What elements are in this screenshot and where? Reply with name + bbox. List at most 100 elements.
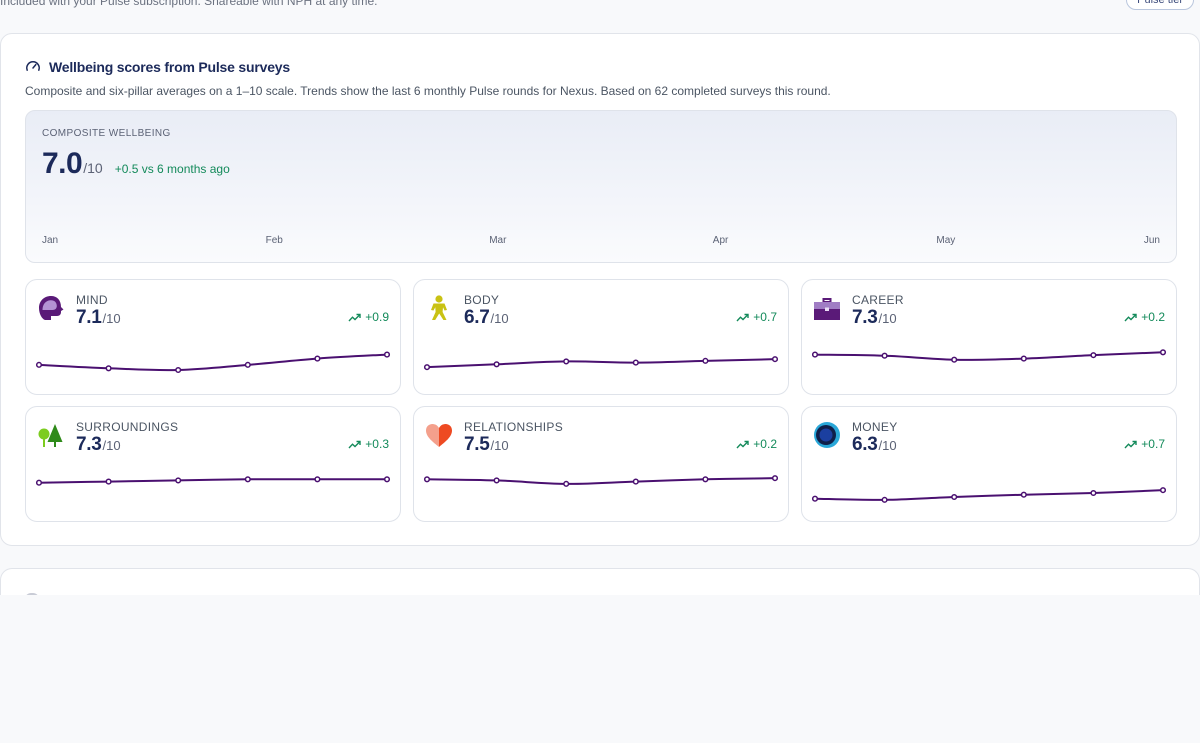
trend-point <box>423 364 431 371</box>
money-coin-icon <box>814 422 840 448</box>
trend-line <box>814 351 1164 361</box>
trend-point <box>423 476 431 483</box>
trend-point <box>383 476 391 483</box>
composite-denominator: /10 <box>83 160 103 176</box>
pillar-card-body[interactable]: BODY 6.7 /10 +0.7 <box>413 279 789 395</box>
pillar-denominator: /10 <box>102 311 121 326</box>
pillar-name: RELATIONSHIPS <box>464 420 564 434</box>
pillar-delta: +0.3 <box>348 437 389 451</box>
pillar-delta-value: +0.2 <box>753 437 777 451</box>
trend-point <box>563 480 570 487</box>
trend-line <box>814 489 1164 501</box>
pillar-card-relationships[interactable]: RELATIONSHIPS 7.5 /10 +0.2 <box>413 406 789 522</box>
month-label: Feb <box>265 235 283 246</box>
section-header: Wellbeing scores from Pulse surveys <box>25 59 290 75</box>
composite-label: COMPOSITE WELLBEING <box>42 128 171 139</box>
pillar-card-career[interactable]: CAREER 7.3 /10 +0.2 <box>801 279 1177 395</box>
trend-sparkline <box>811 487 1167 503</box>
trend-point <box>493 361 500 368</box>
subscription-note: Included with your Pulse subscription. S… <box>0 0 378 8</box>
pillar-card-surroundings[interactable]: SURROUNDINGS 7.3 /10 +0.3 <box>25 406 401 522</box>
trend-up-icon <box>736 313 749 321</box>
trend-point <box>35 479 43 486</box>
section-subtitle: Composite and six-pillar averages on a 1… <box>25 84 831 98</box>
pillar-delta: +0.9 <box>348 310 389 324</box>
trend-point <box>881 496 888 503</box>
trend-point <box>105 365 112 372</box>
pillar-score: 6.3 /10 <box>852 434 897 456</box>
pillar-value: 6.3 <box>852 434 878 455</box>
trend-point <box>1020 491 1027 498</box>
composite-score: 7.0 /10 +0.5 vs 6 months ago <box>42 147 230 181</box>
trend-point <box>563 358 570 365</box>
trend-point <box>702 476 709 483</box>
month-label: Apr <box>712 235 729 246</box>
mind-head-icon <box>39 296 64 320</box>
pillar-denominator: /10 <box>102 438 121 453</box>
trend-up-icon <box>1124 440 1137 448</box>
pillar-card-mind[interactable]: MIND 7.1 /10 +0.9 <box>25 279 401 395</box>
trend-point <box>702 357 709 364</box>
pillar-name: BODY <box>464 293 500 307</box>
trend-point <box>951 493 958 501</box>
trend-sparkline <box>35 351 391 374</box>
trend-line <box>38 478 387 484</box>
section-title: Wellbeing scores from Pulse surveys <box>49 59 290 75</box>
gauge-icon <box>26 61 40 71</box>
month-label: May <box>936 235 956 246</box>
pillar-value: 7.3 <box>76 434 102 455</box>
trend-up-icon <box>348 440 361 448</box>
trend-up-icon <box>1124 313 1137 321</box>
pillar-denominator: /10 <box>490 438 509 453</box>
pillar-delta-value: +0.7 <box>753 310 777 324</box>
trend-point <box>881 352 888 359</box>
next-section-icon <box>25 593 39 599</box>
trend-point <box>105 478 112 485</box>
pillar-value: 7.5 <box>464 434 490 455</box>
relationships-heart-icon <box>426 424 452 447</box>
trend-point <box>771 356 779 363</box>
tier-badge[interactable]: Pulse tier <box>1126 0 1194 10</box>
trend-point <box>1159 487 1167 494</box>
trend-point <box>632 359 639 366</box>
pillar-value: 7.1 <box>76 307 102 328</box>
pillar-value: 7.3 <box>852 307 878 328</box>
trend-point <box>244 476 251 483</box>
pillar-name: SURROUNDINGS <box>76 420 179 434</box>
pillar-value: 6.7 <box>464 307 490 328</box>
pillar-delta-value: +0.9 <box>365 310 389 324</box>
pillar-card-money[interactable]: MONEY 6.3 /10 +0.7 <box>801 406 1177 522</box>
pillar-delta: +0.2 <box>736 437 777 451</box>
pillar-denominator: /10 <box>878 438 897 453</box>
trend-sparkline <box>423 475 779 487</box>
trend-line <box>38 353 388 372</box>
trend-point <box>383 351 391 358</box>
pillar-name: MONEY <box>852 420 898 434</box>
pillar-name: MIND <box>76 293 108 307</box>
month-axis: Jan Feb Mar Apr May Jun <box>42 235 1160 249</box>
composite-delta: +0.5 vs 6 months ago <box>114 162 230 176</box>
pillar-delta: +0.7 <box>736 310 777 324</box>
pillar-denominator: /10 <box>490 311 509 326</box>
pillar-denominator: /10 <box>878 311 897 326</box>
career-briefcase-icon <box>814 298 840 320</box>
body-figure-icon <box>431 295 447 320</box>
pillar-score: 7.5 /10 <box>464 434 509 456</box>
trend-point <box>771 475 779 482</box>
trend-point <box>811 351 819 358</box>
pillar-delta: +0.2 <box>1124 310 1165 324</box>
month-label: Jun <box>1143 235 1160 246</box>
trend-sparkline <box>811 349 1167 363</box>
trend-point <box>632 478 639 485</box>
trend-up-icon <box>736 440 749 448</box>
pillar-score: 6.7 /10 <box>464 307 509 329</box>
month-label: Jan <box>42 235 59 246</box>
composite-value: 7.0 <box>42 147 83 180</box>
trend-sparkline <box>423 356 779 371</box>
pillar-name: CAREER <box>852 293 904 307</box>
trend-point <box>1090 352 1097 359</box>
trend-point <box>314 476 321 483</box>
trend-point <box>35 361 43 368</box>
pillar-delta: +0.7 <box>1124 437 1165 451</box>
trend-sparkline <box>35 476 391 486</box>
